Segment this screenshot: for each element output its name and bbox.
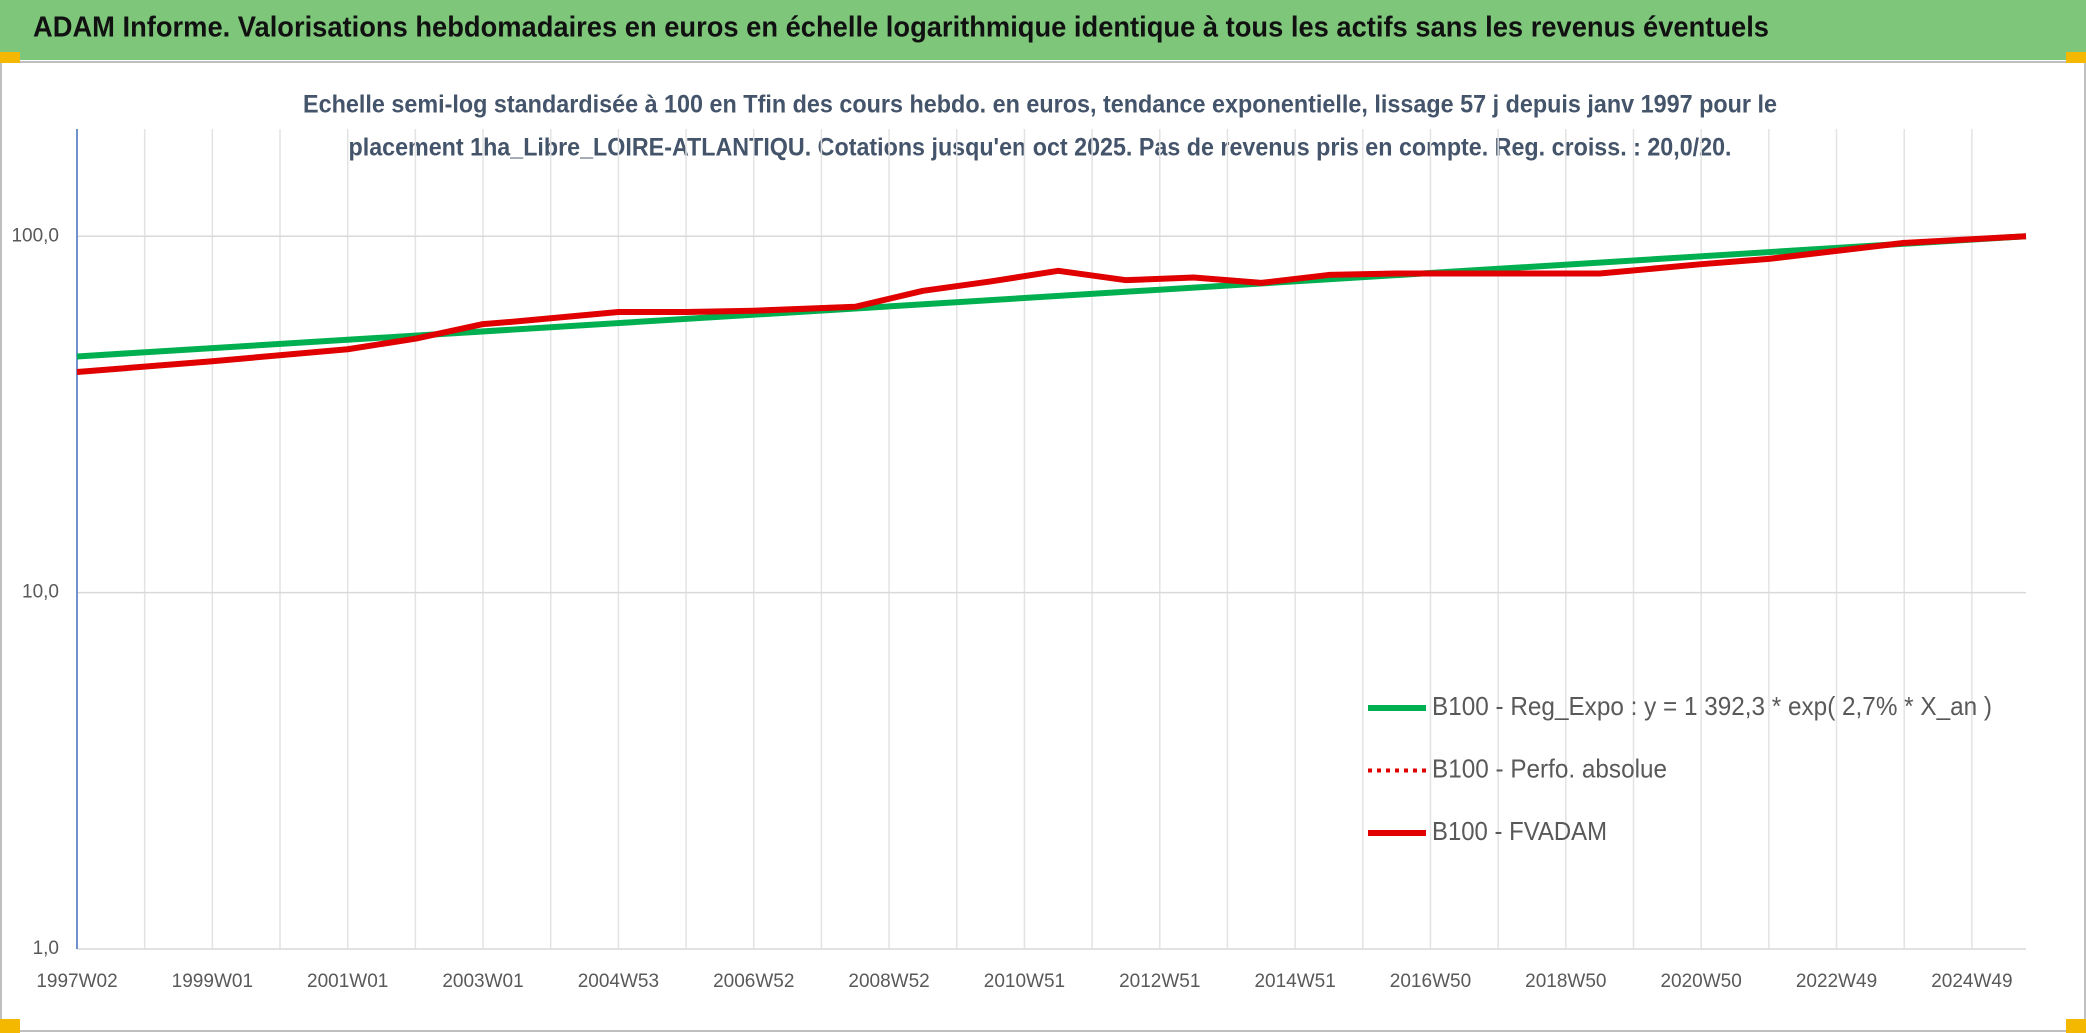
x-tick-label: 2024W49 [1931, 971, 2012, 992]
x-tick-label: 2018W50 [1525, 971, 1606, 992]
chart-subtitle: placement 1ha_Libre_LOIRE-ATLANTIQU. Cot… [349, 134, 1732, 162]
header-bar [0, 0, 2086, 60]
x-tick-label: 2008W52 [848, 971, 929, 992]
corner-marker [2066, 52, 2086, 63]
x-tick-label: 2016W50 [1390, 971, 1471, 992]
corner-marker [0, 52, 20, 63]
x-tick-label: 2010W51 [984, 971, 1065, 992]
x-tick-label: 2006W52 [713, 971, 794, 992]
x-tick-label: 1997W02 [36, 971, 117, 992]
x-tick-label: 2022W49 [1796, 971, 1877, 992]
x-tick-label: 2004W53 [578, 971, 659, 992]
chart-subtitle: Echelle semi-log standardisée à 100 en T… [303, 91, 1777, 119]
plot: 1997W02 1999W01 2001W01 2003W01 2004W53 2006W… [11, 129, 2027, 992]
x-tick-label: 2001W01 [307, 971, 388, 992]
legend-label: B100 - Reg_Expo : y = 1 392,3 * exp( 2,7… [1432, 691, 1992, 721]
y-tick-label: 1,0 [33, 938, 59, 959]
x-tick-label: 2020W50 [1660, 971, 1741, 992]
series-line [76, 233, 2027, 360]
x-tick-label: 2014W51 [1254, 971, 1335, 992]
corner-marker [2066, 1019, 2086, 1033]
corner-marker [0, 1019, 20, 1033]
legend-label: B100 - FVADAM [1432, 816, 1607, 846]
y-tick-label: 10,0 [22, 582, 59, 603]
chart-frame [0, 61, 2086, 1032]
header-title: ADAM Informe. Valorisations hebdomadaire… [33, 12, 1769, 44]
x-tick-label: 2012W51 [1119, 971, 1200, 992]
y-tick-label: 100,0 [11, 225, 59, 246]
x-tick-label: 1999W01 [172, 971, 253, 992]
legend-label: B100 - Perfo. absolue [1432, 753, 1667, 783]
series-line [76, 233, 2027, 376]
x-tick-label: 2003W01 [442, 971, 523, 992]
